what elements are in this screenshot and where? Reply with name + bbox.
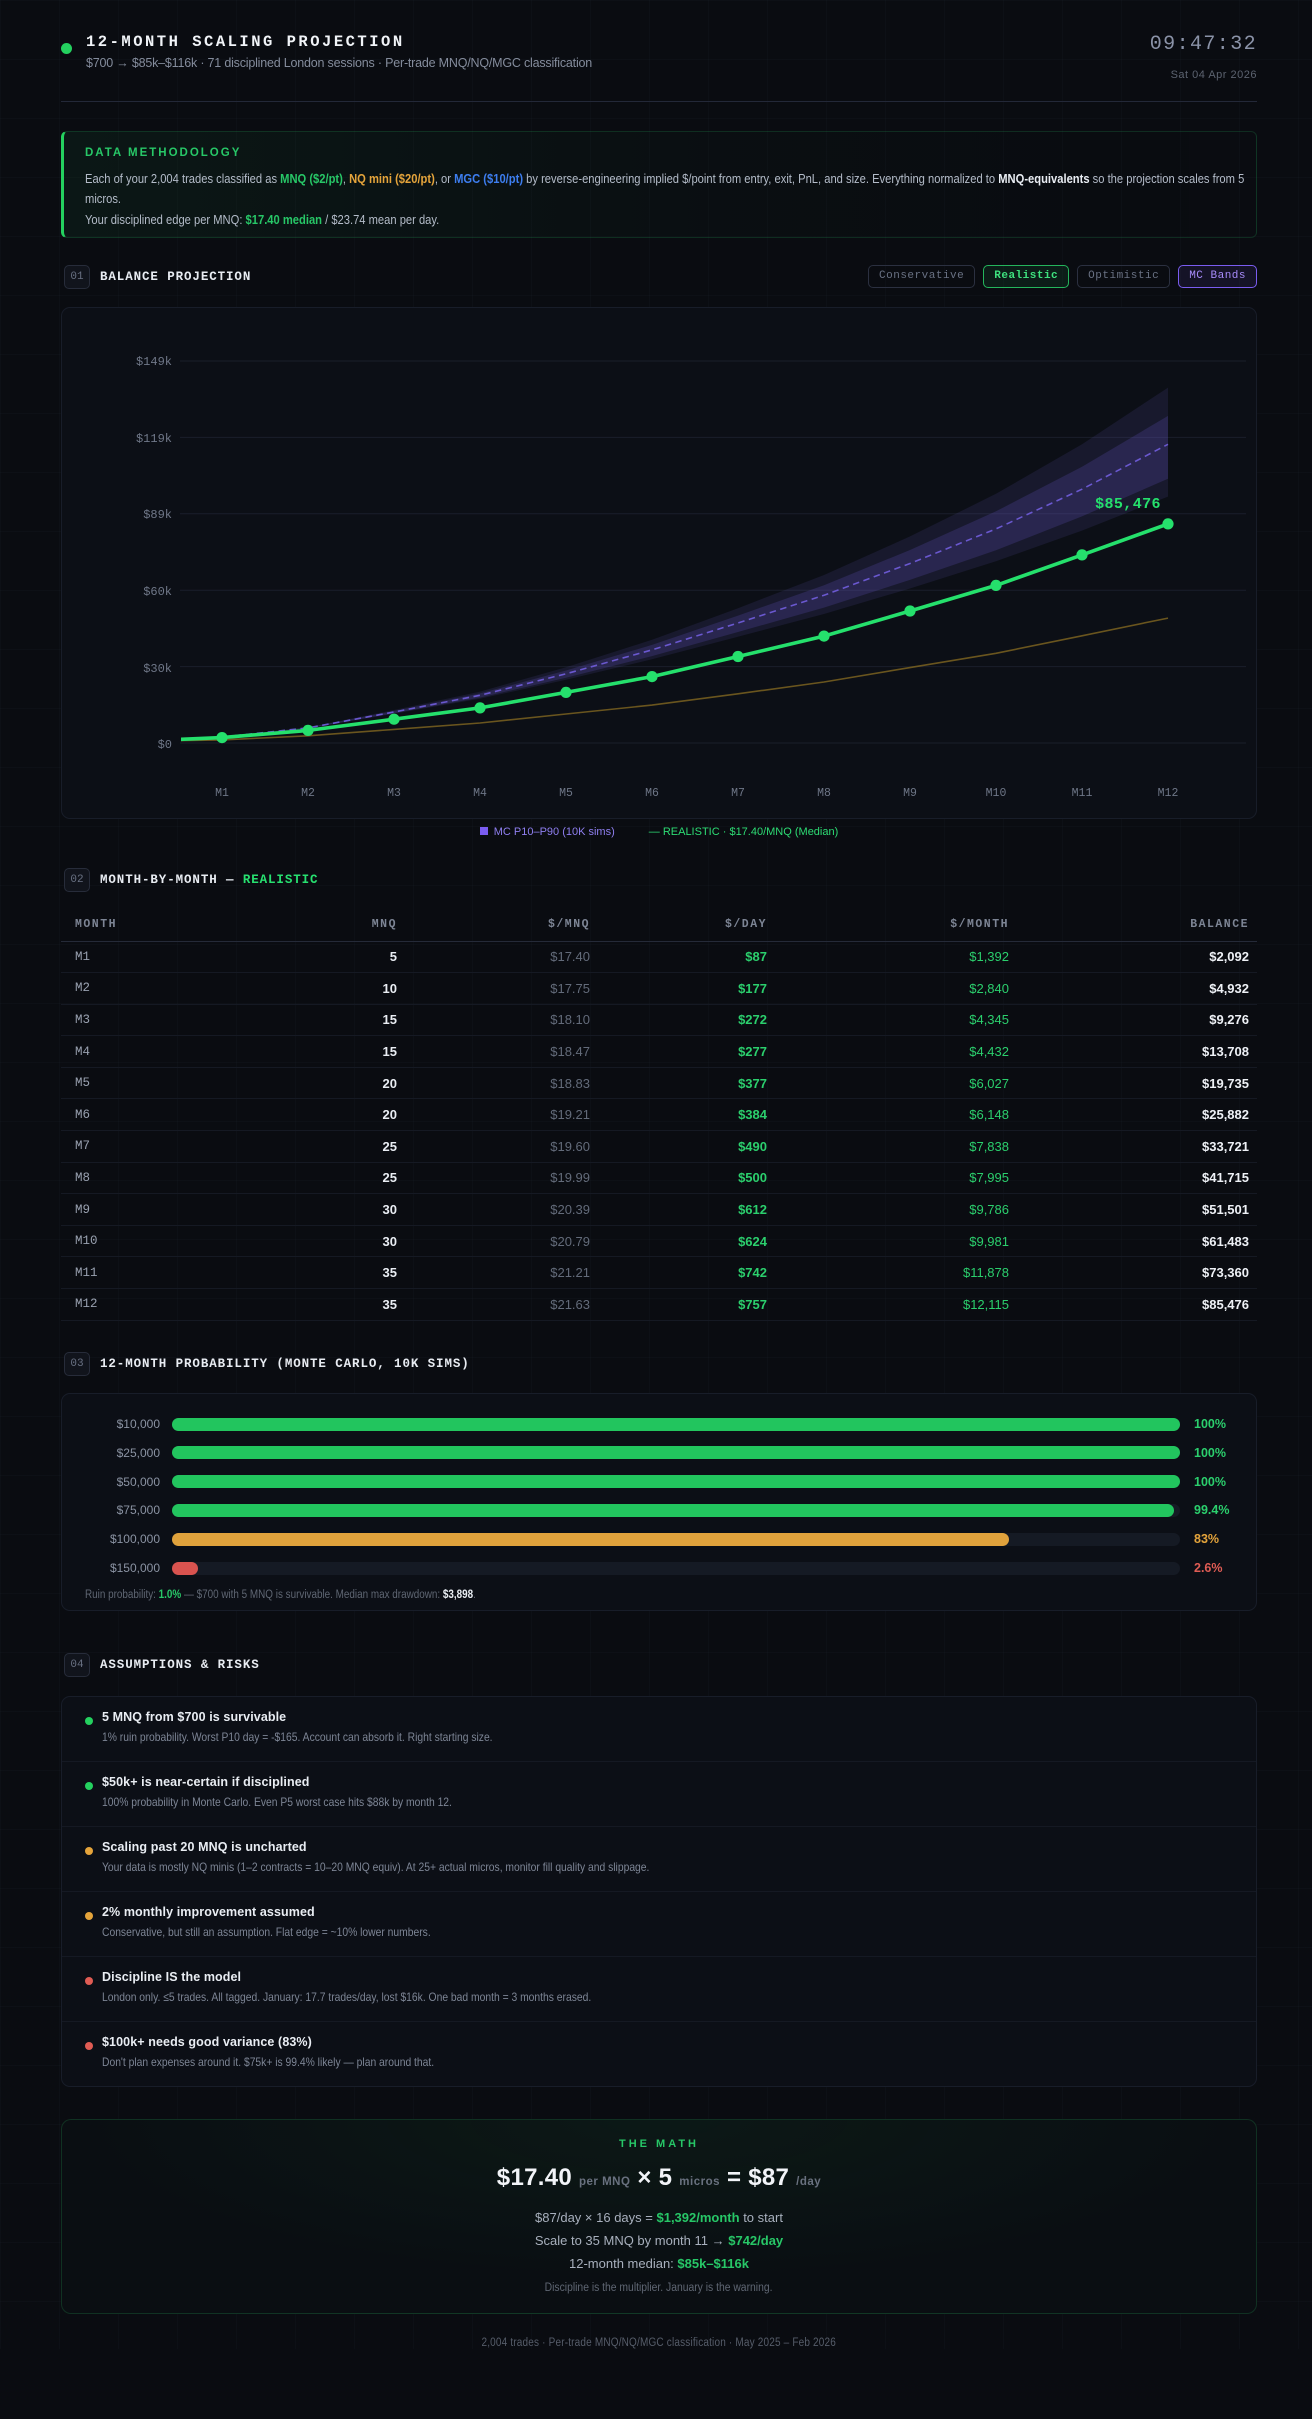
svg-text:M12: M12 <box>1158 787 1179 800</box>
svg-text:M8: M8 <box>817 787 831 800</box>
svg-text:M2: M2 <box>301 787 315 800</box>
svg-text:$89k: $89k <box>143 508 172 522</box>
svg-text:$30k: $30k <box>143 662 172 676</box>
svg-text:M10: M10 <box>986 787 1007 800</box>
svg-text:M1: M1 <box>215 787 229 800</box>
svg-text:M11: M11 <box>1072 787 1093 800</box>
svg-text:M9: M9 <box>903 787 917 800</box>
svg-text:M5: M5 <box>559 787 573 800</box>
svg-text:M7: M7 <box>731 787 745 800</box>
svg-text:$85,476: $85,476 <box>1095 496 1161 513</box>
svg-text:$60k: $60k <box>143 585 172 599</box>
svg-text:M6: M6 <box>645 787 659 800</box>
svg-text:M3: M3 <box>387 787 401 800</box>
svg-text:$0: $0 <box>158 738 172 752</box>
svg-text:$119k: $119k <box>136 432 172 446</box>
svg-text:$149k: $149k <box>136 355 172 369</box>
svg-text:M4: M4 <box>473 787 487 800</box>
